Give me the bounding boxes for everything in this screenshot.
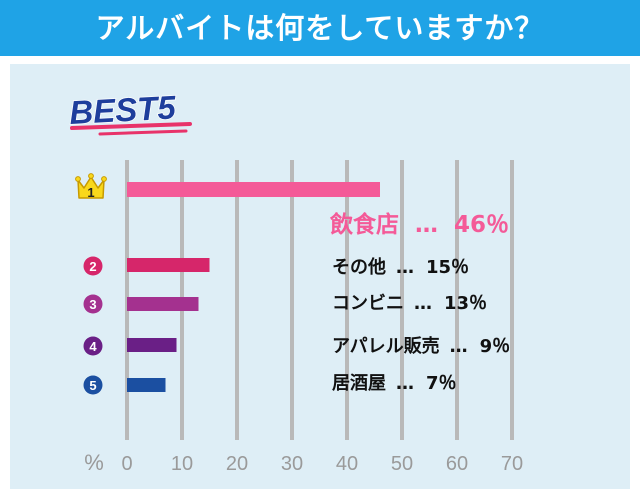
separator: … — [450, 336, 468, 357]
rank-3-number: 3 — [89, 297, 96, 312]
bar-1 — [127, 182, 380, 197]
separator: … — [414, 293, 432, 314]
x-tick-70: 70 — [501, 453, 523, 475]
bar-2 — [127, 258, 210, 272]
category-name: アパレル販売 — [332, 335, 440, 357]
x-axis: % 0 10 20 30 40 50 60 70 — [84, 450, 523, 475]
rank-5-badge: 5 — [83, 375, 103, 395]
badge-underline — [70, 122, 192, 130]
x-tick-10: 10 — [171, 453, 193, 475]
grid-layer — [125, 160, 514, 440]
rank-2-badge: 2 — [83, 256, 103, 276]
rank-1-number: 1 — [87, 185, 94, 200]
rank-5-number: 5 — [89, 378, 96, 393]
separator: … — [396, 257, 414, 278]
percent-value: 15％ — [426, 257, 469, 278]
x-tick-40: 40 — [336, 453, 358, 475]
bar-5 — [127, 378, 166, 392]
percent-value: 9％ — [480, 336, 511, 357]
page-title: アルバイトは何をしていますか？ — [95, 11, 545, 45]
rank-3-badge: 3 — [83, 294, 103, 314]
crown-icon: 1 — [75, 173, 107, 200]
x-axis-unit: % — [84, 450, 104, 475]
value-label-1: 飲食店 … 46％ — [329, 211, 509, 238]
value-labels: 飲食店 … 46％ その他 … 15％ コンビニ … 13％アパレル販売 … 9％ 居酒屋 … 7％ — [329, 211, 510, 394]
rank-markers: 1 2 3 4 5 — [75, 173, 107, 395]
rank-4-badge: 4 — [83, 336, 103, 356]
separator: … — [396, 373, 414, 394]
bar-3 — [127, 297, 199, 311]
value-label-4: アパレル販売 … 9％ — [332, 335, 510, 357]
percent-value: 7％ — [426, 373, 457, 394]
percent-value: 13％ — [444, 293, 487, 314]
value-label-3: コンビニ … 13％ — [332, 293, 487, 314]
x-tick-60: 60 — [446, 453, 468, 475]
separator: … — [415, 212, 438, 238]
rank-2-number: 2 — [89, 259, 96, 274]
bars-layer — [127, 182, 380, 392]
best5-badge: BEST5 — [68, 88, 192, 136]
rank-4-number: 4 — [89, 339, 97, 354]
x-tick-20: 20 — [226, 453, 248, 475]
value-label-5: 居酒屋 … 7％ — [332, 372, 457, 394]
x-tick-0: 0 — [121, 453, 132, 475]
value-label-2: その他 … 15％ — [332, 256, 469, 278]
bar-4 — [127, 338, 177, 352]
title-bar: アルバイトは何をしていますか？ — [0, 0, 640, 56]
x-tick-50: 50 — [391, 453, 413, 475]
x-tick-30: 30 — [281, 453, 303, 475]
best5-label: BEST5 — [68, 88, 177, 131]
badge-underline-second — [98, 129, 188, 136]
percent-value: 46％ — [454, 212, 509, 238]
category-name: コンビニ — [332, 293, 404, 314]
category-name: 飲食店 — [329, 211, 399, 238]
category-name: 居酒屋 — [332, 372, 386, 394]
category-name: その他 — [332, 256, 386, 278]
